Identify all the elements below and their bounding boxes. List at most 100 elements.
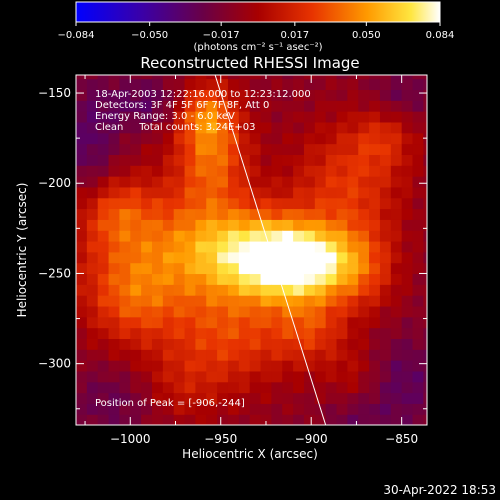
heatmap-cell xyxy=(401,121,414,134)
heatmap-cell xyxy=(195,360,207,372)
heatmap-cell xyxy=(260,316,273,329)
heatmap-cell xyxy=(293,186,305,199)
heatmap-cell xyxy=(162,165,175,177)
heatmap-cell xyxy=(119,392,131,404)
heatmap-cell xyxy=(206,370,218,383)
heatmap-cell xyxy=(108,240,121,253)
heatmap-cell xyxy=(358,89,370,101)
heatmap-cell xyxy=(303,338,316,350)
heatmap-cell xyxy=(401,186,414,199)
heatmap-cell xyxy=(76,370,88,383)
heatmap-cell xyxy=(217,154,229,166)
heatmap-cell xyxy=(282,100,294,112)
heatmap-cell xyxy=(282,75,294,80)
heatmap-cell xyxy=(227,75,240,80)
heatmap-cell xyxy=(314,197,327,210)
heatmap-cell xyxy=(108,327,121,339)
heatmap-cell xyxy=(314,176,327,188)
heatmap-cell xyxy=(173,176,186,188)
heatmap-cell xyxy=(151,262,164,275)
heatmap-cell xyxy=(184,295,197,307)
heatmap-cell xyxy=(314,370,327,383)
heatmap-cell xyxy=(260,165,273,177)
heatmap-cell xyxy=(303,327,316,339)
heatmap-cell xyxy=(379,360,392,372)
heatmap-cell xyxy=(162,305,175,318)
heatmap-cell xyxy=(195,240,207,253)
heatmap-cell xyxy=(423,381,427,394)
heatmap-cell xyxy=(249,316,262,329)
heatmap-cell xyxy=(76,360,88,372)
heatmap-cell xyxy=(162,284,175,296)
heatmap-cell xyxy=(390,403,403,415)
heatmap-cell xyxy=(282,121,294,134)
heatmap-cell xyxy=(119,370,131,383)
heatmap-cell xyxy=(119,143,131,155)
heatmap-cell xyxy=(119,414,131,425)
x-axis-label: Heliocentric X (arcsec) xyxy=(182,447,318,461)
heatmap-cell xyxy=(336,78,348,91)
heatmap-cell xyxy=(195,403,207,415)
heatmap-cell xyxy=(130,251,142,264)
heatmap-cell xyxy=(76,349,88,361)
heatmap-cell xyxy=(97,197,110,210)
heatmap-cell xyxy=(108,251,121,264)
heatmap-cell xyxy=(217,165,229,177)
heatmap-cell xyxy=(369,186,381,199)
heatmap-cell xyxy=(325,197,338,210)
heatmap-cell xyxy=(271,338,283,350)
heatmap-cell xyxy=(151,165,164,177)
heatmap-cell xyxy=(217,111,229,123)
heatmap-cell xyxy=(303,230,316,242)
heatmap-cell xyxy=(249,251,262,264)
heatmap-cell xyxy=(423,273,427,285)
heatmap-cell xyxy=(303,305,316,318)
heatmap-cell xyxy=(282,305,294,318)
heatmap-cell xyxy=(217,349,229,361)
heatmap-cell xyxy=(97,219,110,231)
heatmap-cell xyxy=(303,208,316,220)
heatmap-cell xyxy=(108,370,121,383)
heatmap-cell xyxy=(130,111,142,123)
heatmap-cell xyxy=(390,219,403,231)
heatmap-cell xyxy=(314,305,327,318)
heatmap-cell xyxy=(314,284,327,296)
heatmap-cell xyxy=(173,295,186,307)
heatmap-cell xyxy=(293,219,305,231)
heatmap-cell xyxy=(369,338,381,350)
heatmap-cell xyxy=(249,208,262,220)
heatmap-cell xyxy=(217,251,229,264)
heatmap-cell xyxy=(119,78,131,91)
heatmap-cell xyxy=(86,176,99,188)
heatmap-cell xyxy=(238,381,251,394)
heatmap-cell xyxy=(173,349,186,361)
heatmap-cell xyxy=(336,219,348,231)
colorbar-unit-label: (photons cm⁻² s⁻¹ asec⁻²) xyxy=(193,42,322,53)
heatmap-cell xyxy=(151,132,164,145)
heatmap-cell xyxy=(108,75,121,80)
heatmap-cell xyxy=(227,316,240,329)
heatmap-cell xyxy=(303,186,316,199)
heatmap-cell xyxy=(347,251,359,264)
heatmap-cell xyxy=(390,360,403,372)
heatmap-cell xyxy=(401,132,414,145)
heatmap-cell xyxy=(390,176,403,188)
heatmap-cell xyxy=(238,251,251,264)
heatmap-cell xyxy=(184,305,197,318)
heatmap-cell xyxy=(97,230,110,242)
heatmap-cell xyxy=(76,230,88,242)
heatmap-cell xyxy=(423,78,427,91)
heatmap-cell xyxy=(130,165,142,177)
heatmap-cell xyxy=(401,251,414,264)
heatmap-cell xyxy=(238,75,251,80)
heatmap-cell xyxy=(369,295,381,307)
heatmap-cell xyxy=(358,338,370,350)
heatmap-cell xyxy=(130,176,142,188)
heatmap-cell xyxy=(412,403,424,415)
heatmap-cell xyxy=(217,78,229,91)
heatmap-cell xyxy=(271,295,283,307)
heatmap-cell xyxy=(390,230,403,242)
heatmap-cell xyxy=(227,305,240,318)
heatmap-cell xyxy=(76,89,88,101)
heatmap-cell xyxy=(379,392,392,404)
